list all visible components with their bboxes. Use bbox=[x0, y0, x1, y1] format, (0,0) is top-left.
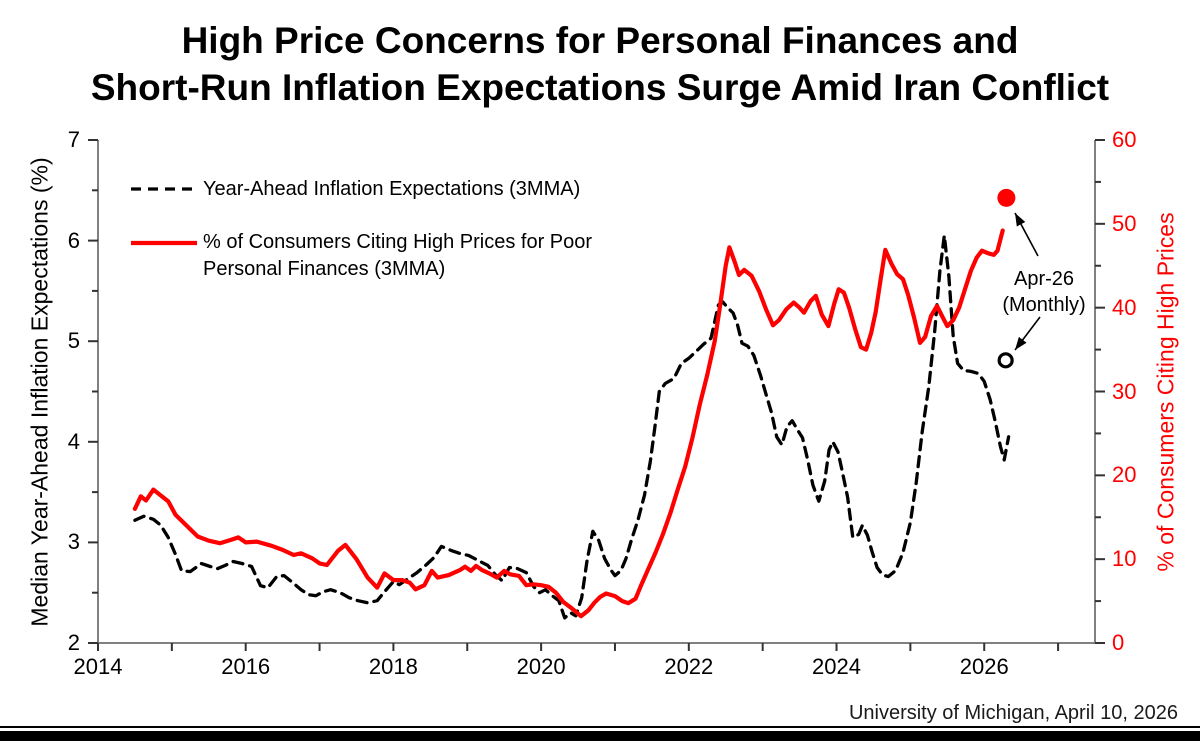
left-tick-label: 3 bbox=[67, 529, 80, 555]
annotation-line1: Apr-26 bbox=[1013, 268, 1075, 290]
annotation-arrow-to-open-circle bbox=[1014, 316, 1041, 351]
chart-title-line1: High Price Concerns for Personal Finance… bbox=[181, 20, 1019, 61]
left-tick-label: 2 bbox=[67, 630, 80, 655]
right-tick-label: 60 bbox=[1112, 127, 1137, 152]
right-tick-label: 30 bbox=[1112, 378, 1137, 404]
legend-label-high-prices-line1: % of Consumers Citing High Prices for Po… bbox=[203, 231, 593, 253]
x-tick-label: 2016 bbox=[221, 654, 271, 679]
legend-label-high-prices-line2: Personal Finances (3MMA) bbox=[203, 258, 446, 280]
series-high-prices-line bbox=[132, 228, 1005, 619]
right-tick-label: 20 bbox=[1112, 462, 1137, 488]
x-tick-label: 2014 bbox=[73, 654, 123, 679]
left-tick-label: 4 bbox=[67, 428, 80, 454]
chart-title: High Price Concerns for Personal Finance… bbox=[0, 17, 1200, 111]
right-tick-label: 0 bbox=[1112, 630, 1125, 655]
x-tick-label: 2018 bbox=[368, 654, 418, 679]
x-tick-label: 2022 bbox=[664, 654, 714, 679]
annotation-apr26-monthly: Apr-26 (Monthly) bbox=[1002, 266, 1085, 318]
marker-apr26-monthly-open-circle bbox=[997, 352, 1014, 369]
bottom-bar bbox=[0, 731, 1200, 741]
bottom-rule bbox=[0, 726, 1200, 728]
chart-title-line2: Short-Run Inflation Expectations Surge A… bbox=[90, 67, 1110, 108]
right-tick-label: 50 bbox=[1112, 210, 1137, 236]
series-inflation-expectations-line bbox=[133, 233, 1011, 620]
right-tick-label: 40 bbox=[1112, 294, 1137, 320]
marker-apr26-monthly-red-dot bbox=[997, 188, 1016, 207]
x-tick-label: 2024 bbox=[812, 654, 861, 679]
x-tick-label: 2026 bbox=[959, 654, 1009, 679]
legend-label-inflation-expectations: Year-Ahead Inflation Expectations (3MMA) bbox=[203, 178, 581, 200]
annotation-line2: (Monthly) bbox=[1002, 294, 1086, 316]
source-note: University of Michigan, April 10, 2026 bbox=[848, 702, 1178, 724]
left-tick-label: 5 bbox=[67, 328, 80, 354]
x-tick-label: 2020 bbox=[516, 654, 566, 679]
right-tick-label: 10 bbox=[1112, 546, 1137, 572]
annotation-arrow-to-red-dot bbox=[1014, 212, 1039, 257]
left-tick-label: 6 bbox=[67, 227, 80, 253]
left-tick-label: 7 bbox=[67, 127, 80, 152]
